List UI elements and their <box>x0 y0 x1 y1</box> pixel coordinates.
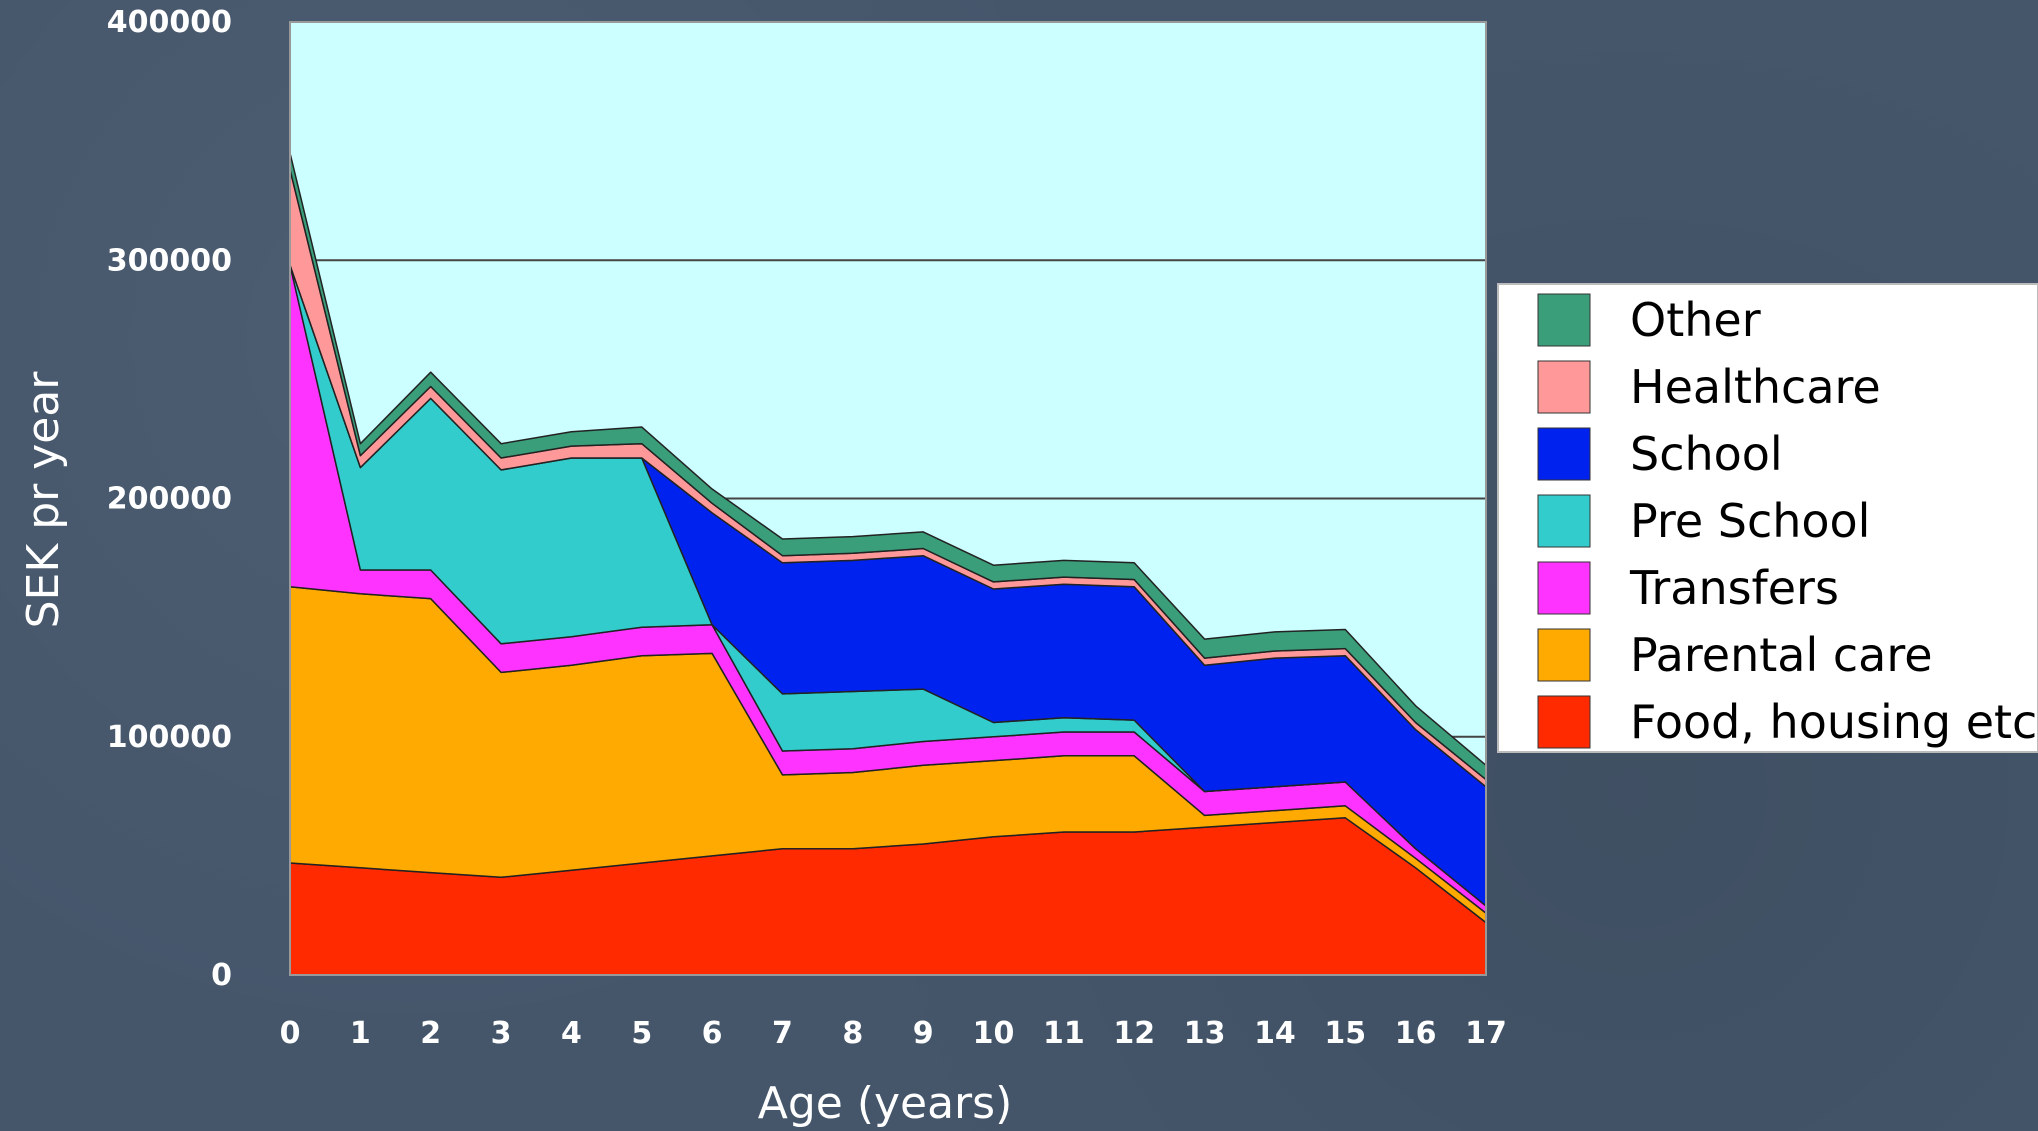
legend-label-transfers: Transfers <box>1629 561 1839 615</box>
legend-label-food-housing-etc: Food, housing etc. <box>1630 695 2038 749</box>
legend-swatch-healthcare <box>1537 360 1591 414</box>
y-tick-label: 400000 <box>107 5 232 40</box>
x-tick-label: 16 <box>1395 1016 1437 1051</box>
x-tick-label: 9 <box>913 1016 934 1051</box>
x-tick-label: 12 <box>1113 1016 1155 1051</box>
y-axis-title: SEK pr year <box>18 371 69 629</box>
legend-swatch-other <box>1537 293 1591 347</box>
x-tick-label: 13 <box>1184 1016 1226 1051</box>
x-tick-label: 6 <box>702 1016 723 1051</box>
x-tick-label: 11 <box>1043 1016 1085 1051</box>
y-tick-label: 300000 <box>107 243 232 278</box>
x-tick-label: 4 <box>561 1016 582 1051</box>
legend-label-school: School <box>1630 427 1783 481</box>
legend-label-pre-school: Pre School <box>1630 494 1870 548</box>
legend-label-other: Other <box>1630 293 1761 347</box>
x-tick-label: 7 <box>772 1016 793 1051</box>
x-tick-label: 0 <box>280 1016 301 1051</box>
x-tick-label: 2 <box>420 1016 441 1051</box>
legend: Other Healthcare School Pre School Transfers… <box>1497 283 2038 753</box>
x-tick-label: 15 <box>1324 1016 1366 1051</box>
y-tick-label: 0 <box>211 958 232 993</box>
legend-swatch-food-housing-etc <box>1537 695 1591 749</box>
x-tick-label: 5 <box>631 1016 652 1051</box>
y-tick-label: 100000 <box>107 720 232 755</box>
x-tick-label: 10 <box>973 1016 1015 1051</box>
legend-swatch-school <box>1537 427 1591 481</box>
legend-swatch-pre-school <box>1537 494 1591 548</box>
x-axis-title: Age (years) <box>758 1078 1013 1129</box>
x-tick-label: 1 <box>350 1016 371 1051</box>
area-series <box>289 152 1487 976</box>
legend-label-healthcare: Healthcare <box>1630 360 1881 414</box>
plot-frame <box>289 21 1487 976</box>
legend-label-parental-care: Parental care <box>1630 628 1933 682</box>
x-axis-ticks: 0 1 2 3 4 5 6 7 8 9 10 11 12 13 14 15 16 17 <box>280 1016 1507 1051</box>
x-tick-label: 17 <box>1465 1016 1507 1051</box>
x-tick-label: 3 <box>491 1016 512 1051</box>
y-axis-ticks: 0 100000 200000 300000 400000 <box>107 5 232 993</box>
legend-swatch-transfers <box>1537 561 1591 615</box>
x-tick-label: 14 <box>1254 1016 1296 1051</box>
legend-swatch-parental-care <box>1537 628 1591 682</box>
x-tick-label: 8 <box>842 1016 863 1051</box>
y-tick-label: 200000 <box>107 482 232 517</box>
